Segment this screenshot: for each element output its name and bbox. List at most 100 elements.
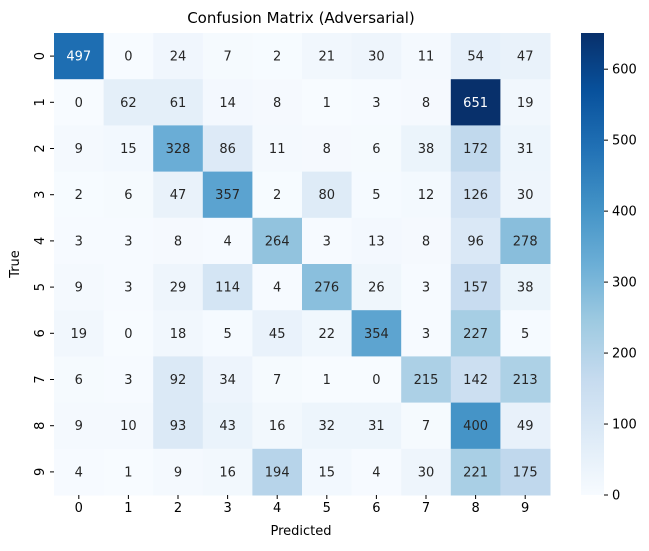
cell-value-label: 9 (75, 419, 83, 434)
cell-value-label: 4 (223, 234, 231, 249)
heatmap-cell (302, 171, 353, 219)
heatmap-cell (103, 79, 154, 126)
heatmap-cell (103, 402, 154, 450)
cell-value-label: 47 (517, 50, 534, 65)
heatmap-cell (500, 125, 551, 173)
heatmap-cell (202, 310, 253, 357)
cell-value-label: 8 (422, 234, 430, 249)
chart-title: Confusion Matrix (Adversarial) (187, 9, 415, 27)
cell-value-label: 11 (418, 50, 435, 65)
cell-value-label: 24 (170, 50, 187, 65)
heatmap-cell (103, 264, 154, 311)
heatmap-cell (500, 402, 551, 450)
cell-value-label: 30 (517, 188, 534, 203)
heatmap-cell (450, 79, 501, 126)
heatmap-cell-labels: 497 0 24 7 2 21 30 11 54 470 62 61 14 8 1 3 8 651 199 15 328… (66, 50, 537, 481)
heatmap-cell (202, 171, 253, 219)
heatmap-cell (153, 79, 204, 126)
heatmap-cell (401, 448, 452, 496)
cell-value-label: 31 (368, 419, 385, 434)
cell-value-label: 3 (422, 327, 430, 342)
colorbar: 0 100 200 300 400 500 600 (581, 33, 637, 504)
y-tick-label: 2 (33, 144, 48, 152)
cell-value-label: 215 (414, 373, 439, 388)
cell-value-label: 5 (372, 188, 380, 203)
cell-value-label: 3 (124, 373, 132, 388)
cell-value-label: 80 (319, 188, 336, 203)
cell-value-label: 1 (323, 96, 331, 111)
colorbar-tick-label: 400 (612, 205, 637, 220)
heatmap-cell (54, 33, 105, 80)
cell-value-label: 0 (372, 373, 380, 388)
y-axis-label: True (8, 250, 23, 279)
colorbar-tick-label: 0 (612, 489, 620, 504)
cell-value-label: 61 (170, 96, 187, 111)
heatmap-cell (202, 79, 253, 126)
heatmap-cell (351, 402, 402, 450)
cell-value-label: 19 (517, 96, 534, 111)
y-tick-label: 6 (33, 329, 48, 337)
cell-value-label: 11 (269, 142, 286, 157)
cell-value-label: 16 (269, 419, 286, 434)
heatmap-cell (401, 171, 452, 219)
cell-value-label: 7 (273, 373, 281, 388)
x-tick-label: 4 (273, 501, 281, 516)
heatmap-cell (153, 217, 204, 265)
cell-value-label: 1 (323, 373, 331, 388)
heatmap-cell (153, 264, 204, 311)
heatmap-cell (103, 171, 154, 219)
heatmap-cells (54, 33, 551, 496)
cell-value-label: 4 (372, 465, 380, 480)
heatmap-cell (103, 125, 154, 173)
heatmap-cell (54, 310, 105, 357)
cell-value-label: 30 (418, 465, 435, 480)
cell-value-label: 221 (463, 465, 488, 480)
colorbar-tick-label: 200 (612, 347, 637, 362)
y-tick-label: 7 (33, 375, 48, 383)
cell-value-label: 0 (124, 327, 132, 342)
cell-value-label: 497 (66, 50, 91, 65)
heatmap-cell (54, 356, 105, 404)
cell-value-label: 6 (124, 188, 132, 203)
heatmap-cell (252, 310, 303, 357)
heatmap-cell (450, 33, 501, 80)
cell-value-label: 5 (521, 327, 529, 342)
cell-value-label: 38 (418, 142, 435, 157)
x-tick-label: 0 (75, 501, 83, 516)
cell-value-label: 43 (219, 419, 236, 434)
cell-value-label: 15 (120, 142, 137, 157)
heatmap-cell (450, 356, 501, 404)
cell-value-label: 172 (463, 142, 488, 157)
heatmap-cell (153, 125, 204, 173)
heatmap-cell (202, 356, 253, 404)
x-axis: 0 1 2 3 4 5 6 7 8 9 (75, 495, 529, 516)
heatmap-cell (450, 171, 501, 219)
heatmap-cell (252, 171, 303, 219)
cell-value-label: 93 (170, 419, 187, 434)
x-axis-label: Predicted (270, 524, 331, 539)
heatmap-cell (302, 33, 353, 80)
colorbar-tick-label: 500 (612, 134, 637, 149)
cell-value-label: 18 (170, 327, 187, 342)
heatmap-cell (103, 33, 154, 80)
y-tick-label: 9 (33, 468, 48, 476)
heatmap-cell (202, 125, 253, 173)
heatmap-cell (500, 264, 551, 311)
cell-value-label: 6 (372, 142, 380, 157)
cell-value-label: 26 (368, 281, 385, 296)
heatmap-cell (450, 217, 501, 265)
cell-value-label: 328 (166, 142, 191, 157)
cell-value-label: 3 (75, 234, 83, 249)
heatmap-cell (202, 264, 253, 311)
heatmap-cell (202, 448, 253, 496)
cell-value-label: 8 (174, 234, 182, 249)
cell-value-label: 12 (418, 188, 435, 203)
heatmap-cell (54, 125, 105, 173)
cell-value-label: 175 (513, 465, 538, 480)
heatmap-cell (302, 79, 353, 126)
heatmap-cell (401, 33, 452, 80)
heatmap-cell (351, 448, 402, 496)
cell-value-label: 264 (265, 234, 290, 249)
heatmap-cell (202, 402, 253, 450)
heatmap-cell (54, 402, 105, 450)
